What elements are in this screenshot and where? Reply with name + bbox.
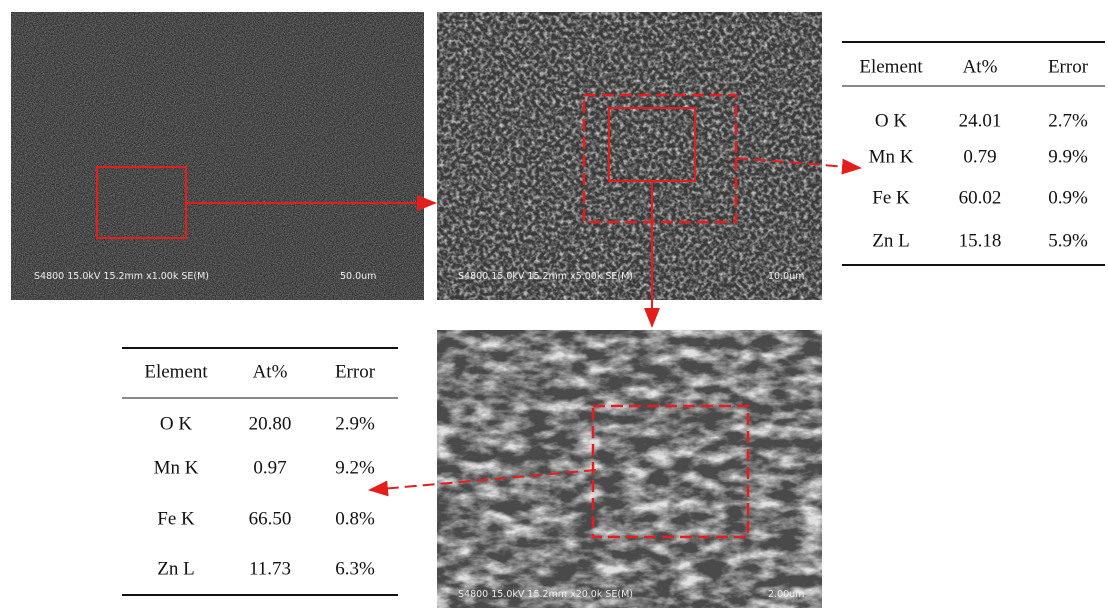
table-cell: Fe K <box>872 187 910 208</box>
table-cell: Zn L <box>872 230 909 251</box>
image-caption: S4800 15.0kV 15.2mm x20.0k SE(M) <box>458 589 633 600</box>
scale-label: 10.0um <box>768 271 804 282</box>
table-cell: 24.01 <box>959 110 1002 131</box>
table-cell: 9.9% <box>1048 146 1088 167</box>
scale-label: 50.0um <box>340 271 376 282</box>
table-cell: 9.2% <box>335 457 375 478</box>
table-cell: 20.80 <box>249 413 292 434</box>
table-cell: 2.7% <box>1048 110 1088 131</box>
table-cell: 0.9% <box>1048 187 1088 208</box>
table-cell: Mn K <box>154 457 199 478</box>
table-cell: 0.97 <box>253 457 286 478</box>
table-header: Element <box>859 56 923 77</box>
table-cell: 0.8% <box>335 508 375 529</box>
sem-image-2: S4800 15.0kV 15.2mm x5.00k SE(M) 10.0um <box>437 12 822 300</box>
sem-image-1: S4800 15.0kV 15.2mm x1.00k SE(M) 50.0um <box>11 12 424 300</box>
table-header: At% <box>963 56 998 77</box>
scale-label: 2.00um <box>768 589 804 600</box>
image-caption: S4800 15.0kV 15.2mm x5.00k SE(M) <box>458 271 633 282</box>
table-header: Error <box>1048 56 1089 77</box>
table-cell: O K <box>875 110 907 131</box>
table-cell: 15.18 <box>959 230 1002 251</box>
sem-image-3: S4800 15.0kV 15.2mm x20.0k SE(M) 2.00um <box>437 330 822 608</box>
table-cell: 0.79 <box>963 146 996 167</box>
table-cell: Fe K <box>157 508 195 529</box>
table-cell: 6.3% <box>335 558 375 579</box>
figure: S4800 15.0kV 15.2mm x1.00k SE(M) 50.0um … <box>0 0 1108 610</box>
table-header: Element <box>144 361 208 382</box>
table-cell: 66.50 <box>249 508 292 529</box>
table-cell: Mn K <box>869 146 914 167</box>
table-header: Error <box>335 361 376 382</box>
table-cell: 5.9% <box>1048 230 1088 251</box>
table-cell: 2.9% <box>335 413 375 434</box>
table-cell: 60.02 <box>959 187 1002 208</box>
image-caption: S4800 15.0kV 15.2mm x1.00k SE(M) <box>34 271 209 282</box>
table-header: At% <box>253 361 288 382</box>
table-cell: 11.73 <box>249 558 291 579</box>
table-cell: O K <box>160 413 192 434</box>
table-cell: Zn L <box>157 558 194 579</box>
